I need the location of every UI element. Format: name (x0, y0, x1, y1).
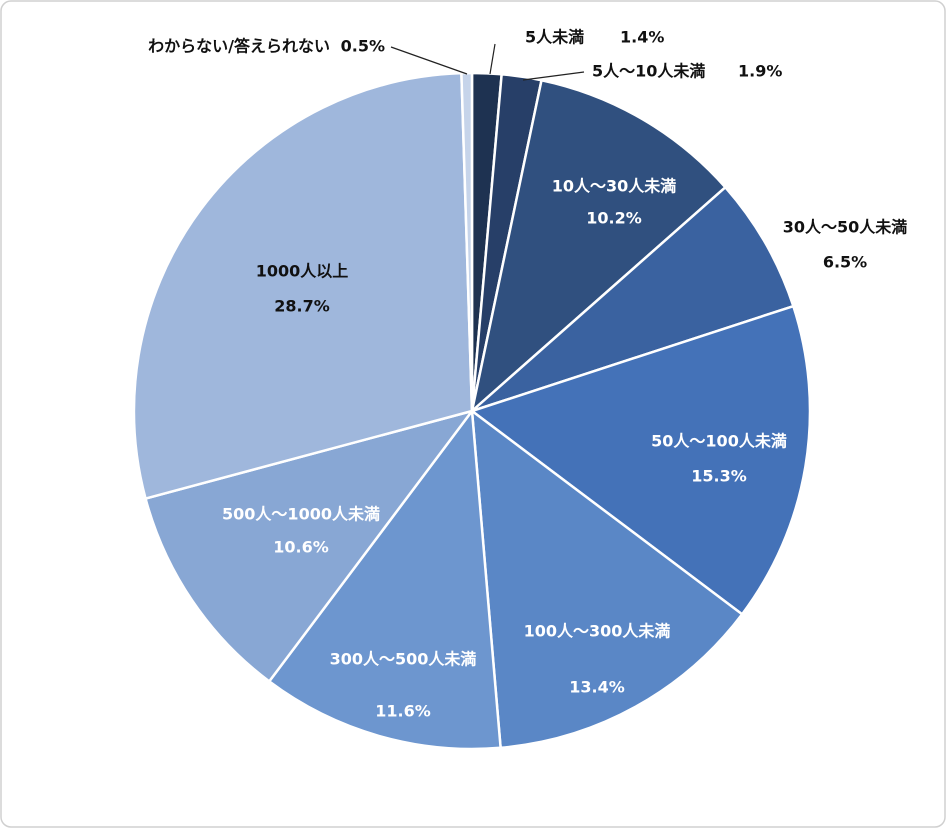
slice-value: 0.5% (341, 37, 385, 56)
slice-label: 30人～50人未満 (783, 218, 908, 237)
pie-slice (144, 408, 476, 684)
pie-slice (470, 78, 728, 415)
slice-label: 500人～1000人未満 (222, 505, 380, 524)
pie-slice (460, 71, 474, 412)
pie-slice (267, 407, 502, 751)
slice-label: 100人～300人未満 (524, 622, 671, 641)
slice-value: 13.4% (569, 678, 625, 697)
slice-label: 5人～10人未満 (592, 62, 705, 81)
leader-line (489, 43, 496, 75)
leader-line (390, 46, 468, 75)
slice-value: 6.5% (823, 253, 867, 272)
slice-label: 50人～100人未満 (651, 432, 787, 451)
slice-label: わからない/答えられない (148, 37, 330, 56)
pie-slice (471, 185, 795, 413)
slice-value: 10.6% (273, 538, 329, 557)
pie-slice (132, 71, 474, 501)
slice-label: 1000人以上 (256, 262, 349, 281)
slice-value: 10.2% (586, 209, 642, 228)
slice-value: 15.3% (691, 467, 747, 486)
pie-slice (469, 304, 812, 616)
slice-value: 1.4% (620, 28, 664, 47)
pie-slice (470, 408, 744, 750)
slice-value: 11.6% (375, 702, 431, 721)
slice-label: 5人未満 (525, 28, 584, 47)
slice-label: 300人～500人未満 (330, 650, 477, 669)
slice-value: 1.9% (738, 62, 782, 81)
leader-line (522, 71, 585, 81)
slice-label: 10人～30人未満 (552, 177, 677, 196)
slice-value: 28.7% (274, 297, 330, 316)
